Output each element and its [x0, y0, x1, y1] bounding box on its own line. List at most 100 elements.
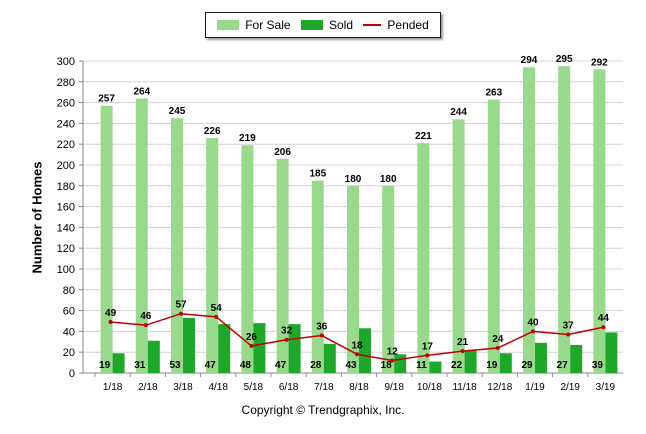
point-pended [425, 353, 430, 358]
x-tick-label: 2/19 [560, 382, 580, 393]
data-label-pended: 49 [105, 308, 117, 319]
bar-for-sale [135, 98, 148, 373]
x-tick-label: 12/18 [487, 382, 512, 393]
data-label-pended: 21 [457, 337, 469, 348]
bar-sold [253, 323, 266, 373]
data-label-sold: 11 [416, 360, 427, 371]
data-label-sold: 48 [240, 360, 252, 371]
data-label-pended: 32 [281, 326, 293, 337]
bar-for-sale [276, 158, 289, 373]
bar-sold [499, 353, 512, 373]
point-pended [460, 349, 465, 354]
data-label-for-sale: 219 [239, 133, 256, 144]
point-pended [319, 333, 324, 338]
data-label-pended: 24 [492, 334, 504, 345]
y-tick-label: 140 [57, 222, 75, 234]
data-label-pended: 26 [246, 332, 258, 343]
legend-swatch-sold [300, 20, 323, 30]
legend-swatch-pended [363, 24, 382, 26]
bar-sold [464, 350, 477, 373]
data-label-sold: 53 [169, 360, 181, 371]
y-tick-label: 200 [57, 160, 75, 172]
legend-item-sold: Sold [300, 18, 353, 32]
point-pended [355, 352, 359, 357]
bar-for-sale [382, 185, 395, 373]
data-label-for-sale: 245 [169, 106, 186, 117]
legend-label-sold: Sold [328, 18, 353, 32]
data-label-for-sale: 294 [521, 55, 538, 66]
x-tick-label: 9/18 [384, 382, 404, 393]
bar-for-sale [417, 143, 430, 373]
point-pended [601, 325, 606, 330]
bar-for-sale [523, 67, 535, 374]
x-tick-label: 5/18 [244, 382, 264, 393]
bar-for-sale [311, 180, 324, 373]
data-label-sold: 18 [381, 360, 393, 371]
data-label-sold: 43 [345, 360, 357, 371]
data-label-for-sale: 226 [204, 126, 221, 137]
point-pended [495, 346, 500, 351]
point-pended [143, 323, 148, 328]
data-label-for-sale: 180 [345, 174, 362, 185]
data-label-sold: 29 [521, 360, 533, 371]
data-label-for-sale: 206 [274, 147, 291, 158]
legend-swatch-for-sale [217, 20, 240, 30]
data-label-sold: 47 [205, 360, 217, 371]
x-tick-label: 3/18 [173, 382, 193, 393]
bar-for-sale [558, 66, 571, 373]
point-pended [179, 311, 183, 316]
bar-sold [429, 361, 442, 373]
y-tick-label: 220 [57, 139, 75, 151]
x-tick-label: 1/19 [525, 382, 545, 393]
x-tick-label: 4/18 [208, 382, 228, 393]
data-label-for-sale: 257 [98, 94, 115, 105]
data-label-for-sale: 264 [133, 86, 150, 97]
data-label-sold: 19 [486, 360, 498, 371]
bar-for-sale [593, 69, 606, 373]
y-tick-label: 160 [57, 202, 75, 214]
data-label-for-sale: 244 [450, 107, 467, 118]
bar-for-sale [100, 105, 113, 373]
y-tick-label: 280 [57, 77, 75, 89]
bar-for-sale [452, 119, 465, 374]
data-label-pended: 44 [598, 313, 610, 324]
x-tick-label: 10/18 [417, 382, 442, 393]
y-tick-label: 260 [57, 98, 75, 110]
bar-sold [359, 328, 371, 373]
y-tick-label: 300 [57, 56, 75, 68]
data-label-sold: 22 [451, 360, 463, 371]
x-tick-label: 3/19 [596, 382, 616, 393]
data-label-for-sale: 185 [309, 169, 326, 180]
x-tick-label: 2/18 [138, 382, 158, 393]
data-label-sold: 47 [275, 360, 287, 371]
x-tick-label: 11/18 [452, 382, 477, 393]
bar-for-sale [241, 145, 254, 373]
y-tick-label: 100 [57, 264, 75, 276]
y-tick-label: 40 [63, 326, 75, 338]
data-label-sold: 28 [310, 360, 322, 371]
legend: For Sale Sold Pended [205, 12, 441, 38]
bar-sold [535, 342, 547, 373]
y-axis-label: Number of Homes [29, 161, 45, 274]
bar-sold [570, 344, 583, 373]
bar-sold [288, 324, 301, 373]
data-label-for-sale: 221 [415, 131, 432, 142]
bar-for-sale [487, 99, 500, 373]
point-pended [108, 320, 113, 325]
data-label-pended: 40 [527, 317, 539, 328]
x-tick-label: 1/18 [103, 382, 123, 393]
point-pended [249, 343, 254, 348]
data-label-pended: 37 [563, 321, 575, 332]
data-label-sold: 19 [99, 360, 111, 371]
y-tick-label: 80 [63, 285, 75, 297]
point-pended [531, 329, 535, 334]
x-tick-label: 7/18 [314, 382, 334, 393]
bar-sold [183, 317, 195, 373]
bar-for-sale [171, 118, 183, 373]
point-pended [390, 358, 395, 363]
y-tick-label: 180 [57, 181, 75, 193]
bar-for-sale [347, 185, 359, 373]
bar-sold [147, 340, 160, 373]
legend-label-pended: Pended [387, 18, 429, 32]
